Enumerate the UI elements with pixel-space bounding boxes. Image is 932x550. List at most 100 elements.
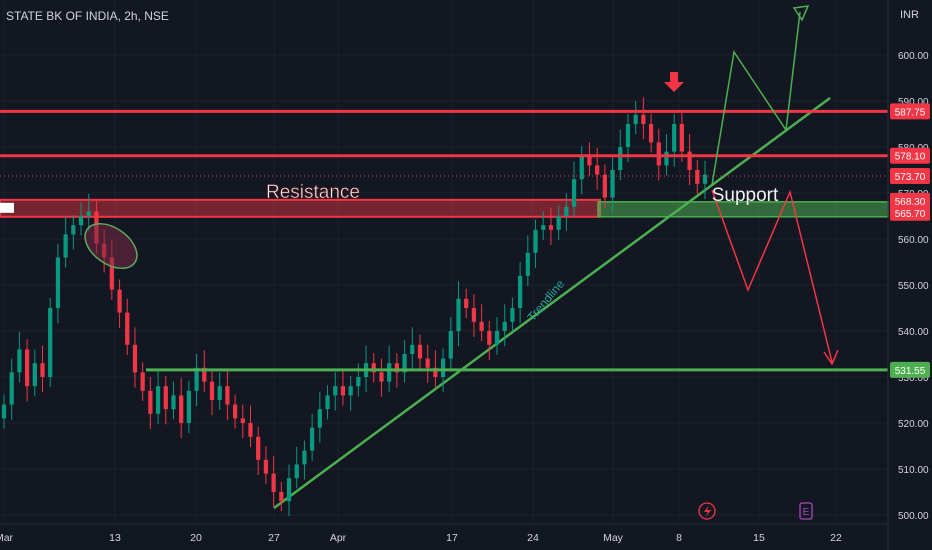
zone-handle (0, 202, 14, 213)
time-tick-label: 24 (527, 532, 539, 544)
candle-body (240, 418, 245, 423)
candles (1, 97, 708, 517)
price-tick-label: 540.00 (898, 327, 929, 338)
candle-body (494, 331, 500, 345)
price-level-badge (890, 103, 930, 120)
candle-body (317, 409, 322, 428)
candle-body (525, 252, 530, 276)
candle-body (202, 367, 207, 382)
earnings-letter: E (803, 507, 810, 518)
candle-body (464, 298, 469, 308)
candle-body (448, 331, 453, 359)
lightning-bolt-icon (704, 505, 711, 518)
candle-body (633, 114, 638, 124)
candle-body (433, 367, 438, 377)
candle-body (217, 386, 222, 400)
candle-body (510, 308, 515, 322)
candle-body (155, 386, 161, 414)
candle-body (456, 298, 461, 331)
candle-body (425, 358, 430, 368)
candle-body (148, 390, 153, 414)
candle-body (171, 395, 176, 410)
candle-body (672, 124, 677, 152)
symbol-title: STATE BK OF INDIA, 2h, NSE (6, 9, 169, 23)
candle-body (325, 395, 330, 410)
candle-body (479, 321, 484, 331)
candle-body (571, 179, 577, 207)
candle-body (625, 124, 631, 147)
candle-body (541, 225, 546, 230)
candle-body (417, 344, 423, 359)
level-lines (0, 109, 888, 372)
candle-body (587, 156, 592, 166)
price-level-label: 565.70 (895, 209, 926, 220)
zones (0, 198, 889, 218)
candle-body (132, 344, 138, 373)
time-tick-label: Mar (0, 532, 14, 544)
price-tick-label: 600.00 (898, 51, 929, 62)
candle-body (86, 211, 91, 216)
price-level-badge (890, 147, 930, 164)
time-tick-label: 15 (753, 532, 765, 544)
candle-body (248, 423, 253, 437)
bullish-projection (711, 11, 801, 186)
candle-body (279, 492, 284, 502)
candle-body (410, 344, 415, 354)
price-level-badge (890, 167, 930, 184)
candle-body (687, 151, 692, 170)
support-label: Support (712, 185, 779, 206)
price-tick-label: 560.00 (898, 235, 929, 246)
bearish-projection (711, 189, 833, 363)
price-level-badge (890, 204, 930, 221)
time-tick-label: 8 (676, 532, 682, 544)
candle-body (556, 216, 561, 230)
candle-body (702, 174, 708, 184)
candle-body (595, 165, 600, 175)
time-tick-label: 20 (190, 532, 202, 544)
projection-paths (84, 5, 839, 366)
highlight-ellipse (84, 223, 138, 269)
candle-body (256, 436, 261, 460)
candle-body (310, 427, 315, 451)
candle-body (379, 372, 384, 382)
candle-body (55, 257, 61, 308)
candle-body (387, 363, 392, 382)
candle-body (471, 308, 477, 322)
candle-body (502, 321, 507, 331)
candle-body (63, 234, 68, 258)
candle-body (610, 170, 615, 198)
candle-body (333, 386, 338, 396)
price-tick-label: 550.00 (898, 281, 929, 292)
time-axis[interactable]: Mar 13 20 27 Apr 17 24 May 8 15 22 E (0, 502, 888, 544)
candle-body (117, 289, 122, 313)
candle-body (1, 404, 7, 419)
candle-body (109, 257, 114, 290)
candle-body (186, 390, 191, 423)
candle-body (294, 464, 299, 479)
candle-body (664, 151, 669, 166)
bullish-arrowhead (792, 5, 810, 22)
candle-body (24, 349, 30, 387)
time-tick-label: Apr (330, 532, 347, 544)
time-tick-label: 22 (830, 532, 842, 544)
time-tick-label: 17 (446, 532, 458, 544)
candle-body (394, 363, 399, 373)
trendline-label: Trendline (525, 277, 568, 324)
candle-body (40, 363, 45, 377)
candle-body (125, 312, 130, 345)
candle-body (602, 174, 607, 198)
price-axis[interactable]: 500.00 510.00 520.00 530.00 540.00 550.00 560.… (887, 0, 930, 550)
candle-body (17, 349, 22, 373)
candle-body (548, 225, 554, 230)
candle-body (402, 354, 407, 373)
price-tick-label: 530.00 (898, 373, 929, 384)
price-tick-label: 510.00 (898, 465, 929, 476)
price-tick-label: 520.00 (898, 419, 929, 430)
time-tick-label: 27 (268, 532, 280, 544)
price-level-label: 531.55 (895, 366, 926, 377)
candle-body (163, 386, 168, 410)
candle-body (695, 170, 700, 184)
resistance-label: Resistance (266, 182, 360, 203)
